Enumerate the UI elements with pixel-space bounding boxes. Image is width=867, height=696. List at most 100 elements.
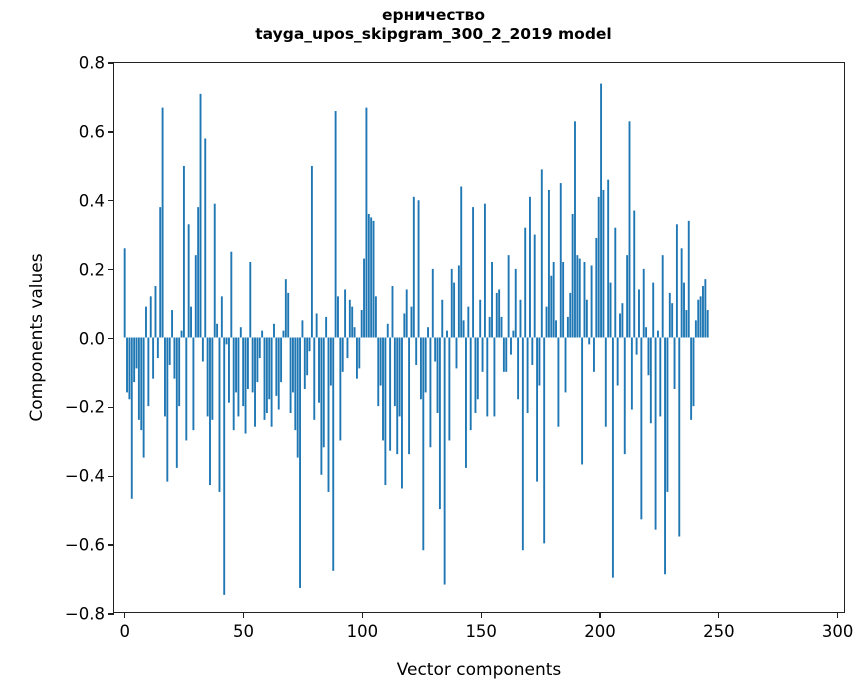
bar <box>507 255 510 338</box>
bar <box>562 262 565 338</box>
bar <box>453 282 456 338</box>
bar <box>550 275 553 338</box>
bar <box>308 337 311 352</box>
bar <box>154 286 157 338</box>
bar <box>265 337 268 413</box>
bar <box>619 313 621 338</box>
bar <box>337 296 339 338</box>
bar <box>393 337 396 407</box>
bar <box>246 337 249 389</box>
y-axis-label: Components values <box>27 253 47 422</box>
bar <box>441 299 444 338</box>
bar <box>152 337 155 379</box>
bar <box>427 327 429 338</box>
bar <box>389 337 392 451</box>
bar <box>372 220 375 338</box>
bar <box>194 255 197 338</box>
bar <box>656 330 659 338</box>
bar <box>190 306 192 338</box>
bar <box>462 320 465 338</box>
bar <box>348 299 351 338</box>
bar <box>668 292 671 338</box>
x-tick-label: 200 <box>584 622 616 641</box>
bar <box>547 189 550 338</box>
bar <box>666 337 669 492</box>
y-tick-label: 0.4 <box>78 191 105 211</box>
bar <box>552 262 555 338</box>
x-tick-label: 50 <box>233 622 255 641</box>
bar <box>483 203 486 338</box>
bar <box>386 323 389 338</box>
bar <box>498 289 501 338</box>
y-tick-mark <box>108 200 114 202</box>
bar <box>479 299 482 338</box>
y-tick-mark <box>108 337 114 340</box>
bar <box>564 337 567 393</box>
x-tick-label: 150 <box>465 622 497 641</box>
bar <box>175 337 178 468</box>
bar <box>611 337 614 578</box>
bar <box>685 310 688 338</box>
bar <box>652 282 655 338</box>
bar <box>628 121 631 338</box>
bar <box>687 220 690 338</box>
x-tick-mark <box>242 612 245 618</box>
bar <box>135 337 138 369</box>
bar <box>664 337 666 575</box>
bar <box>339 337 342 441</box>
bar <box>623 337 626 455</box>
x-axis-label: Vector components <box>396 660 562 680</box>
bar <box>280 337 283 383</box>
bar <box>417 200 420 338</box>
x-tick-label: 100 <box>346 622 379 641</box>
bar <box>675 224 678 338</box>
x-tick-label: 300 <box>821 622 854 641</box>
bar <box>270 337 273 427</box>
bar <box>614 227 617 338</box>
bar <box>595 237 598 338</box>
bar <box>630 337 633 410</box>
bar <box>379 337 382 386</box>
bar <box>209 337 211 486</box>
bar <box>419 337 422 400</box>
bar <box>583 262 586 338</box>
y-tick-label: 0.8 <box>78 53 105 73</box>
bar <box>161 107 164 338</box>
x-tick-mark <box>599 612 601 618</box>
bar <box>654 337 657 530</box>
bar <box>192 337 195 431</box>
bar <box>128 337 131 400</box>
bar <box>683 282 685 338</box>
bar <box>609 282 612 338</box>
bar <box>647 337 650 376</box>
bar <box>360 310 363 338</box>
bar <box>171 310 174 338</box>
bar <box>545 306 548 338</box>
bar <box>649 337 652 424</box>
bar <box>197 207 200 338</box>
bar <box>216 323 219 338</box>
bar <box>633 210 636 338</box>
bar <box>680 248 683 338</box>
bar <box>156 337 159 359</box>
bar <box>422 337 425 551</box>
bar <box>377 337 380 407</box>
bar <box>699 296 702 338</box>
bar <box>465 337 467 468</box>
bar <box>232 337 235 431</box>
bar <box>344 289 347 338</box>
bar <box>600 83 603 338</box>
bar <box>616 337 619 386</box>
bar <box>702 286 704 338</box>
bar <box>585 299 588 338</box>
bar <box>533 234 536 338</box>
x-tick-mark <box>718 612 720 618</box>
bar <box>201 337 204 362</box>
bar <box>424 337 427 393</box>
y-tick-label: 0.0 <box>78 329 105 348</box>
bar <box>593 337 595 372</box>
bar <box>310 165 313 338</box>
bar <box>225 337 228 345</box>
bar <box>514 268 517 338</box>
bar-series <box>123 83 709 595</box>
